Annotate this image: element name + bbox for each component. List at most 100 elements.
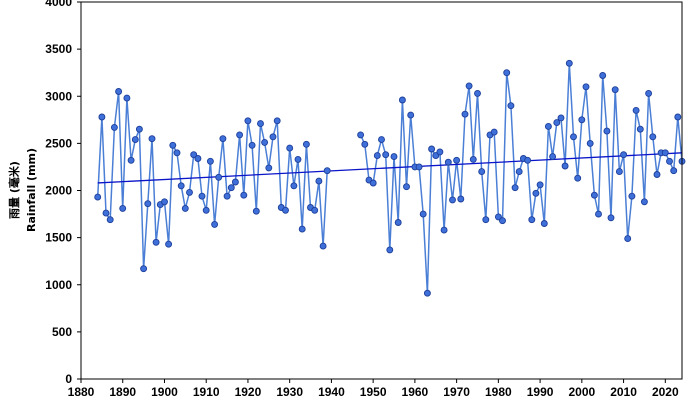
data-point bbox=[390, 153, 398, 161]
data-point bbox=[586, 139, 594, 147]
data-point bbox=[461, 110, 469, 118]
x-tick-label: 1940 bbox=[318, 385, 345, 399]
data-point bbox=[507, 102, 515, 110]
y-tick-label: 3500 bbox=[45, 42, 72, 56]
x-tick-label: 1890 bbox=[109, 385, 136, 399]
data-point bbox=[565, 59, 573, 67]
data-point bbox=[302, 140, 310, 148]
y-axis-title-chinese: 雨量 (毫米) bbox=[7, 161, 21, 219]
y-axis-title-english: Rainfall (mm) bbox=[25, 148, 38, 232]
data-point bbox=[649, 133, 657, 141]
data-point bbox=[173, 149, 181, 157]
data-point bbox=[369, 179, 377, 187]
data-point bbox=[469, 155, 477, 163]
data-point bbox=[407, 111, 415, 119]
data-point bbox=[465, 82, 473, 90]
data-point bbox=[219, 135, 227, 143]
trend-line bbox=[97, 152, 683, 184]
data-point bbox=[590, 191, 598, 199]
x-tick-label: 1990 bbox=[527, 385, 554, 399]
plot-area bbox=[94, 59, 686, 297]
data-point bbox=[115, 88, 123, 95]
x-tick-label: 1920 bbox=[235, 385, 262, 399]
data-point bbox=[449, 196, 456, 204]
data-point bbox=[123, 94, 131, 102]
y-tick-label: 0 bbox=[65, 372, 72, 386]
data-point bbox=[206, 157, 214, 165]
data-point bbox=[194, 155, 202, 162]
x-axis-ticks: 1880 1890 1900 1910 1920 1930 1940 1950 1960 1970… bbox=[68, 379, 679, 399]
data-point bbox=[474, 89, 481, 97]
data-point bbox=[386, 246, 394, 254]
data-point bbox=[98, 113, 106, 121]
data-point bbox=[102, 209, 110, 217]
data-point bbox=[440, 226, 448, 234]
data-point bbox=[515, 168, 523, 176]
data-point bbox=[252, 207, 260, 215]
data-point bbox=[261, 138, 269, 146]
data-point bbox=[198, 192, 206, 200]
data-point bbox=[282, 206, 289, 214]
data-point bbox=[607, 214, 615, 222]
data-point bbox=[323, 167, 331, 175]
data-point bbox=[444, 158, 452, 166]
data-point bbox=[257, 120, 264, 128]
data-point bbox=[419, 210, 427, 218]
data-point bbox=[202, 206, 210, 214]
data-point bbox=[106, 216, 114, 224]
data-point bbox=[165, 240, 173, 248]
data-point bbox=[373, 152, 381, 160]
data-point bbox=[503, 69, 511, 77]
series-line-0 bbox=[96, 90, 328, 270]
data-point bbox=[181, 204, 189, 212]
data-point bbox=[135, 125, 143, 133]
data-point bbox=[273, 117, 281, 125]
data-point bbox=[298, 225, 306, 233]
data-point bbox=[269, 133, 277, 141]
data-point bbox=[144, 200, 152, 208]
data-point bbox=[532, 189, 540, 197]
data-point bbox=[570, 133, 577, 141]
data-point bbox=[482, 216, 490, 224]
data-point bbox=[223, 192, 231, 200]
y-axis-ticks: 0 500 1000 1500 2000 2500 3000 3500 4000 bbox=[45, 0, 81, 386]
plot-frame bbox=[80, 1, 683, 380]
data-point bbox=[382, 151, 390, 159]
data-point bbox=[177, 182, 185, 190]
data-point bbox=[186, 188, 193, 196]
data-point bbox=[603, 127, 611, 135]
y-tick-label: 1500 bbox=[45, 231, 72, 245]
x-tick-label: 1960 bbox=[402, 385, 429, 399]
data-point bbox=[528, 216, 536, 224]
data-point bbox=[674, 113, 682, 121]
data-point bbox=[478, 168, 486, 176]
data-point bbox=[553, 119, 561, 127]
data-point bbox=[190, 151, 198, 159]
data-point bbox=[549, 153, 557, 161]
series-line-1 bbox=[359, 62, 683, 294]
data-point bbox=[453, 156, 461, 164]
data-point bbox=[148, 135, 156, 143]
data-point bbox=[490, 128, 498, 136]
x-tick-label: 2000 bbox=[568, 385, 595, 399]
data-point bbox=[599, 72, 607, 79]
data-point bbox=[524, 156, 532, 164]
data-point bbox=[666, 157, 673, 165]
data-point bbox=[286, 144, 294, 152]
data-point bbox=[494, 213, 502, 221]
data-point bbox=[315, 177, 323, 185]
y-tick-label: 3000 bbox=[45, 89, 72, 103]
x-tick-label: 2010 bbox=[610, 385, 637, 399]
x-tick-label: 1970 bbox=[443, 385, 470, 399]
data-point bbox=[423, 289, 431, 297]
x-tick-label: 1900 bbox=[151, 385, 178, 399]
y-tick-label: 1000 bbox=[45, 278, 72, 292]
data-point bbox=[670, 167, 678, 175]
data-point bbox=[540, 220, 548, 227]
data-point bbox=[578, 116, 586, 124]
data-point bbox=[428, 145, 436, 153]
data-point bbox=[140, 265, 148, 273]
data-point bbox=[161, 198, 168, 206]
data-point bbox=[645, 89, 653, 97]
